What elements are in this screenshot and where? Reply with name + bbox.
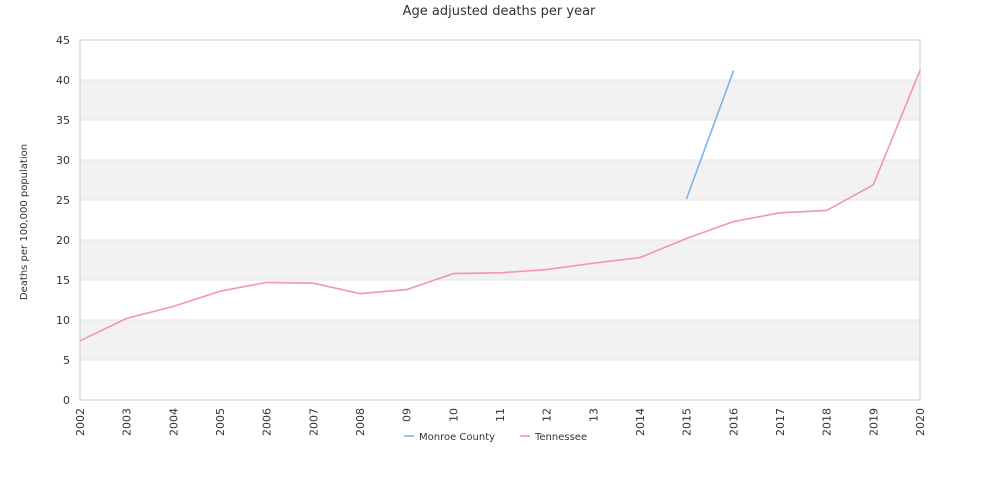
x-tick-label: 09 [401,408,414,422]
y-tick-label: 20 [56,234,70,247]
x-tick-label: 2020 [914,408,927,436]
series-line-tennessee[interactable] [79,69,921,342]
x-tick-label: 10 [447,408,460,422]
x-tick-label: 2008 [354,408,367,436]
x-tick-label: 2006 [261,408,274,436]
x-tick-label: 2017 [774,408,787,436]
x-tick-label: 2004 [167,408,180,436]
y-axis-tick-labels: 0 5 10 15 20 25 30 35 40 45 [56,34,70,407]
y-tick-label: 30 [56,154,70,167]
x-tick-label: 2002 [74,408,87,436]
y-tick-label: 10 [56,314,70,327]
x-tick-label: 2016 [727,408,740,436]
legend-item-monroe-county[interactable]: Monroe County [404,432,495,443]
y-tick-label: 45 [56,34,70,47]
plot-border [79,39,921,401]
x-tick-label: 2003 [121,408,134,436]
legend-label: Monroe County [419,432,495,443]
y-tick-label: 15 [56,274,70,287]
y-axis-label: Deaths per 100,000 population [19,144,30,300]
plot-band [80,80,920,120]
plot-band [80,160,920,200]
y-tick-label: 5 [63,354,70,367]
x-tick-label: 11 [494,408,507,422]
y-tick-label: 35 [56,114,70,127]
x-tick-label: 2019 [867,408,880,436]
chart-title: Age adjusted deaths per year [403,4,596,19]
x-tick-label: 2007 [307,408,320,436]
plot-band [80,240,920,280]
plot-bands [80,80,920,360]
x-tick-label: 12 [541,408,554,422]
series-line-monroe-county[interactable] [685,70,735,200]
x-tick-label: 2005 [214,408,227,436]
x-axis-tick-labels: 2002 2003 2004 2005 2006 2007 2008 09 10 11 12 13 20… [74,408,927,436]
legend-item-tennessee[interactable]: Tennessee [520,432,587,443]
x-tick-label: 2014 [634,408,647,436]
x-tick-label: 2018 [821,408,834,436]
series-lines [79,69,921,342]
y-tick-label: 40 [56,74,70,87]
y-tick-label: 0 [63,394,70,407]
legend-label: Tennessee [534,432,587,443]
x-tick-label: 13 [587,408,600,422]
plot-band [80,320,920,360]
y-tick-label: 25 [56,194,70,207]
x-tick-label: 2015 [681,408,694,436]
legend[interactable]: Monroe County Tennessee [404,432,587,443]
